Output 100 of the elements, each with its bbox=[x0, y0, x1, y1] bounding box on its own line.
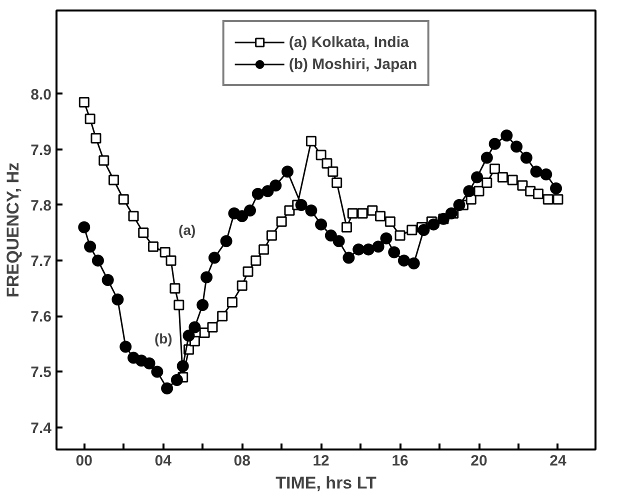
point bbox=[540, 168, 552, 180]
point bbox=[138, 228, 149, 238]
point bbox=[252, 188, 264, 200]
point bbox=[102, 274, 114, 286]
point bbox=[530, 166, 542, 178]
point bbox=[500, 130, 513, 142]
point bbox=[196, 299, 209, 312]
point bbox=[542, 194, 554, 205]
point bbox=[250, 255, 262, 266]
point bbox=[362, 243, 374, 256]
legend-label: (a) Kolkata, India bbox=[288, 34, 409, 50]
point bbox=[480, 152, 493, 164]
point bbox=[394, 230, 406, 241]
point bbox=[306, 136, 316, 146]
y-axis-title: FREQUENCY, Hz bbox=[4, 162, 23, 298]
point bbox=[328, 166, 338, 177]
point bbox=[445, 207, 458, 220]
point bbox=[305, 204, 318, 217]
x-tick-label: 24 bbox=[550, 452, 567, 470]
point bbox=[166, 255, 176, 266]
y-tick-label: 7.6 bbox=[30, 308, 52, 326]
point bbox=[188, 321, 201, 334]
point bbox=[161, 382, 174, 394]
point bbox=[388, 246, 400, 258]
y-tick-label: 7.4 bbox=[30, 420, 52, 437]
point bbox=[78, 96, 90, 108]
y-tick-label: 7.5 bbox=[30, 364, 52, 382]
point bbox=[148, 241, 158, 252]
point bbox=[341, 222, 352, 232]
point bbox=[84, 240, 96, 253]
point bbox=[174, 300, 184, 310]
point bbox=[98, 155, 110, 166]
point bbox=[520, 152, 532, 164]
point bbox=[471, 171, 484, 184]
point bbox=[488, 138, 501, 150]
annotation: (a) bbox=[178, 222, 196, 238]
point bbox=[262, 185, 274, 198]
point bbox=[295, 199, 308, 211]
point bbox=[182, 330, 195, 342]
point bbox=[207, 322, 218, 332]
point bbox=[316, 150, 326, 160]
point bbox=[151, 366, 164, 378]
point bbox=[463, 185, 476, 198]
point bbox=[406, 224, 418, 236]
x-tick-label: 08 bbox=[234, 452, 250, 470]
point bbox=[282, 166, 294, 178]
y-tick-label: 8.0 bbox=[30, 86, 52, 104]
point bbox=[143, 357, 156, 370]
point bbox=[372, 240, 384, 253]
point bbox=[266, 230, 277, 241]
point bbox=[176, 360, 189, 372]
point bbox=[276, 216, 287, 227]
point bbox=[78, 221, 90, 234]
point bbox=[84, 114, 96, 124]
point bbox=[236, 280, 248, 291]
point bbox=[170, 374, 183, 386]
x-tick-label: 00 bbox=[76, 452, 92, 470]
point bbox=[380, 232, 392, 244]
point bbox=[482, 178, 492, 188]
point bbox=[532, 188, 544, 200]
point bbox=[208, 252, 220, 264]
point bbox=[220, 235, 232, 248]
point bbox=[398, 254, 410, 267]
y-tick-label: 7.8 bbox=[30, 197, 52, 214]
point bbox=[375, 210, 386, 222]
point bbox=[342, 252, 355, 264]
point bbox=[284, 205, 295, 216]
point bbox=[160, 246, 170, 258]
point bbox=[418, 224, 430, 236]
point bbox=[507, 174, 518, 186]
point bbox=[242, 266, 254, 277]
y-tick-label: 7.7 bbox=[30, 253, 52, 270]
point bbox=[315, 218, 328, 230]
x-axis-title: TIME, hrs LT bbox=[276, 474, 377, 492]
point bbox=[324, 230, 337, 242]
point bbox=[322, 158, 332, 169]
point bbox=[258, 244, 270, 255]
x-tick-label: 12 bbox=[312, 452, 330, 470]
point bbox=[92, 254, 104, 267]
point bbox=[332, 178, 342, 188]
legend-label: (b) Moshiri, Japan bbox=[288, 56, 418, 72]
x-tick-label: 20 bbox=[470, 452, 488, 470]
point bbox=[118, 194, 129, 205]
point bbox=[384, 216, 396, 227]
x-tick-label: 04 bbox=[154, 452, 172, 470]
point bbox=[453, 199, 466, 211]
x-tick-label: 16 bbox=[392, 452, 408, 470]
point bbox=[408, 257, 420, 270]
point bbox=[347, 208, 358, 219]
point bbox=[112, 293, 124, 306]
y-tick-label: 7.9 bbox=[30, 142, 52, 159]
point bbox=[270, 180, 282, 192]
point bbox=[108, 174, 120, 186]
point bbox=[120, 340, 132, 353]
point bbox=[352, 243, 365, 256]
point bbox=[236, 210, 248, 222]
point bbox=[474, 186, 484, 196]
point bbox=[517, 180, 528, 191]
point bbox=[428, 218, 440, 230]
point bbox=[170, 283, 180, 294]
